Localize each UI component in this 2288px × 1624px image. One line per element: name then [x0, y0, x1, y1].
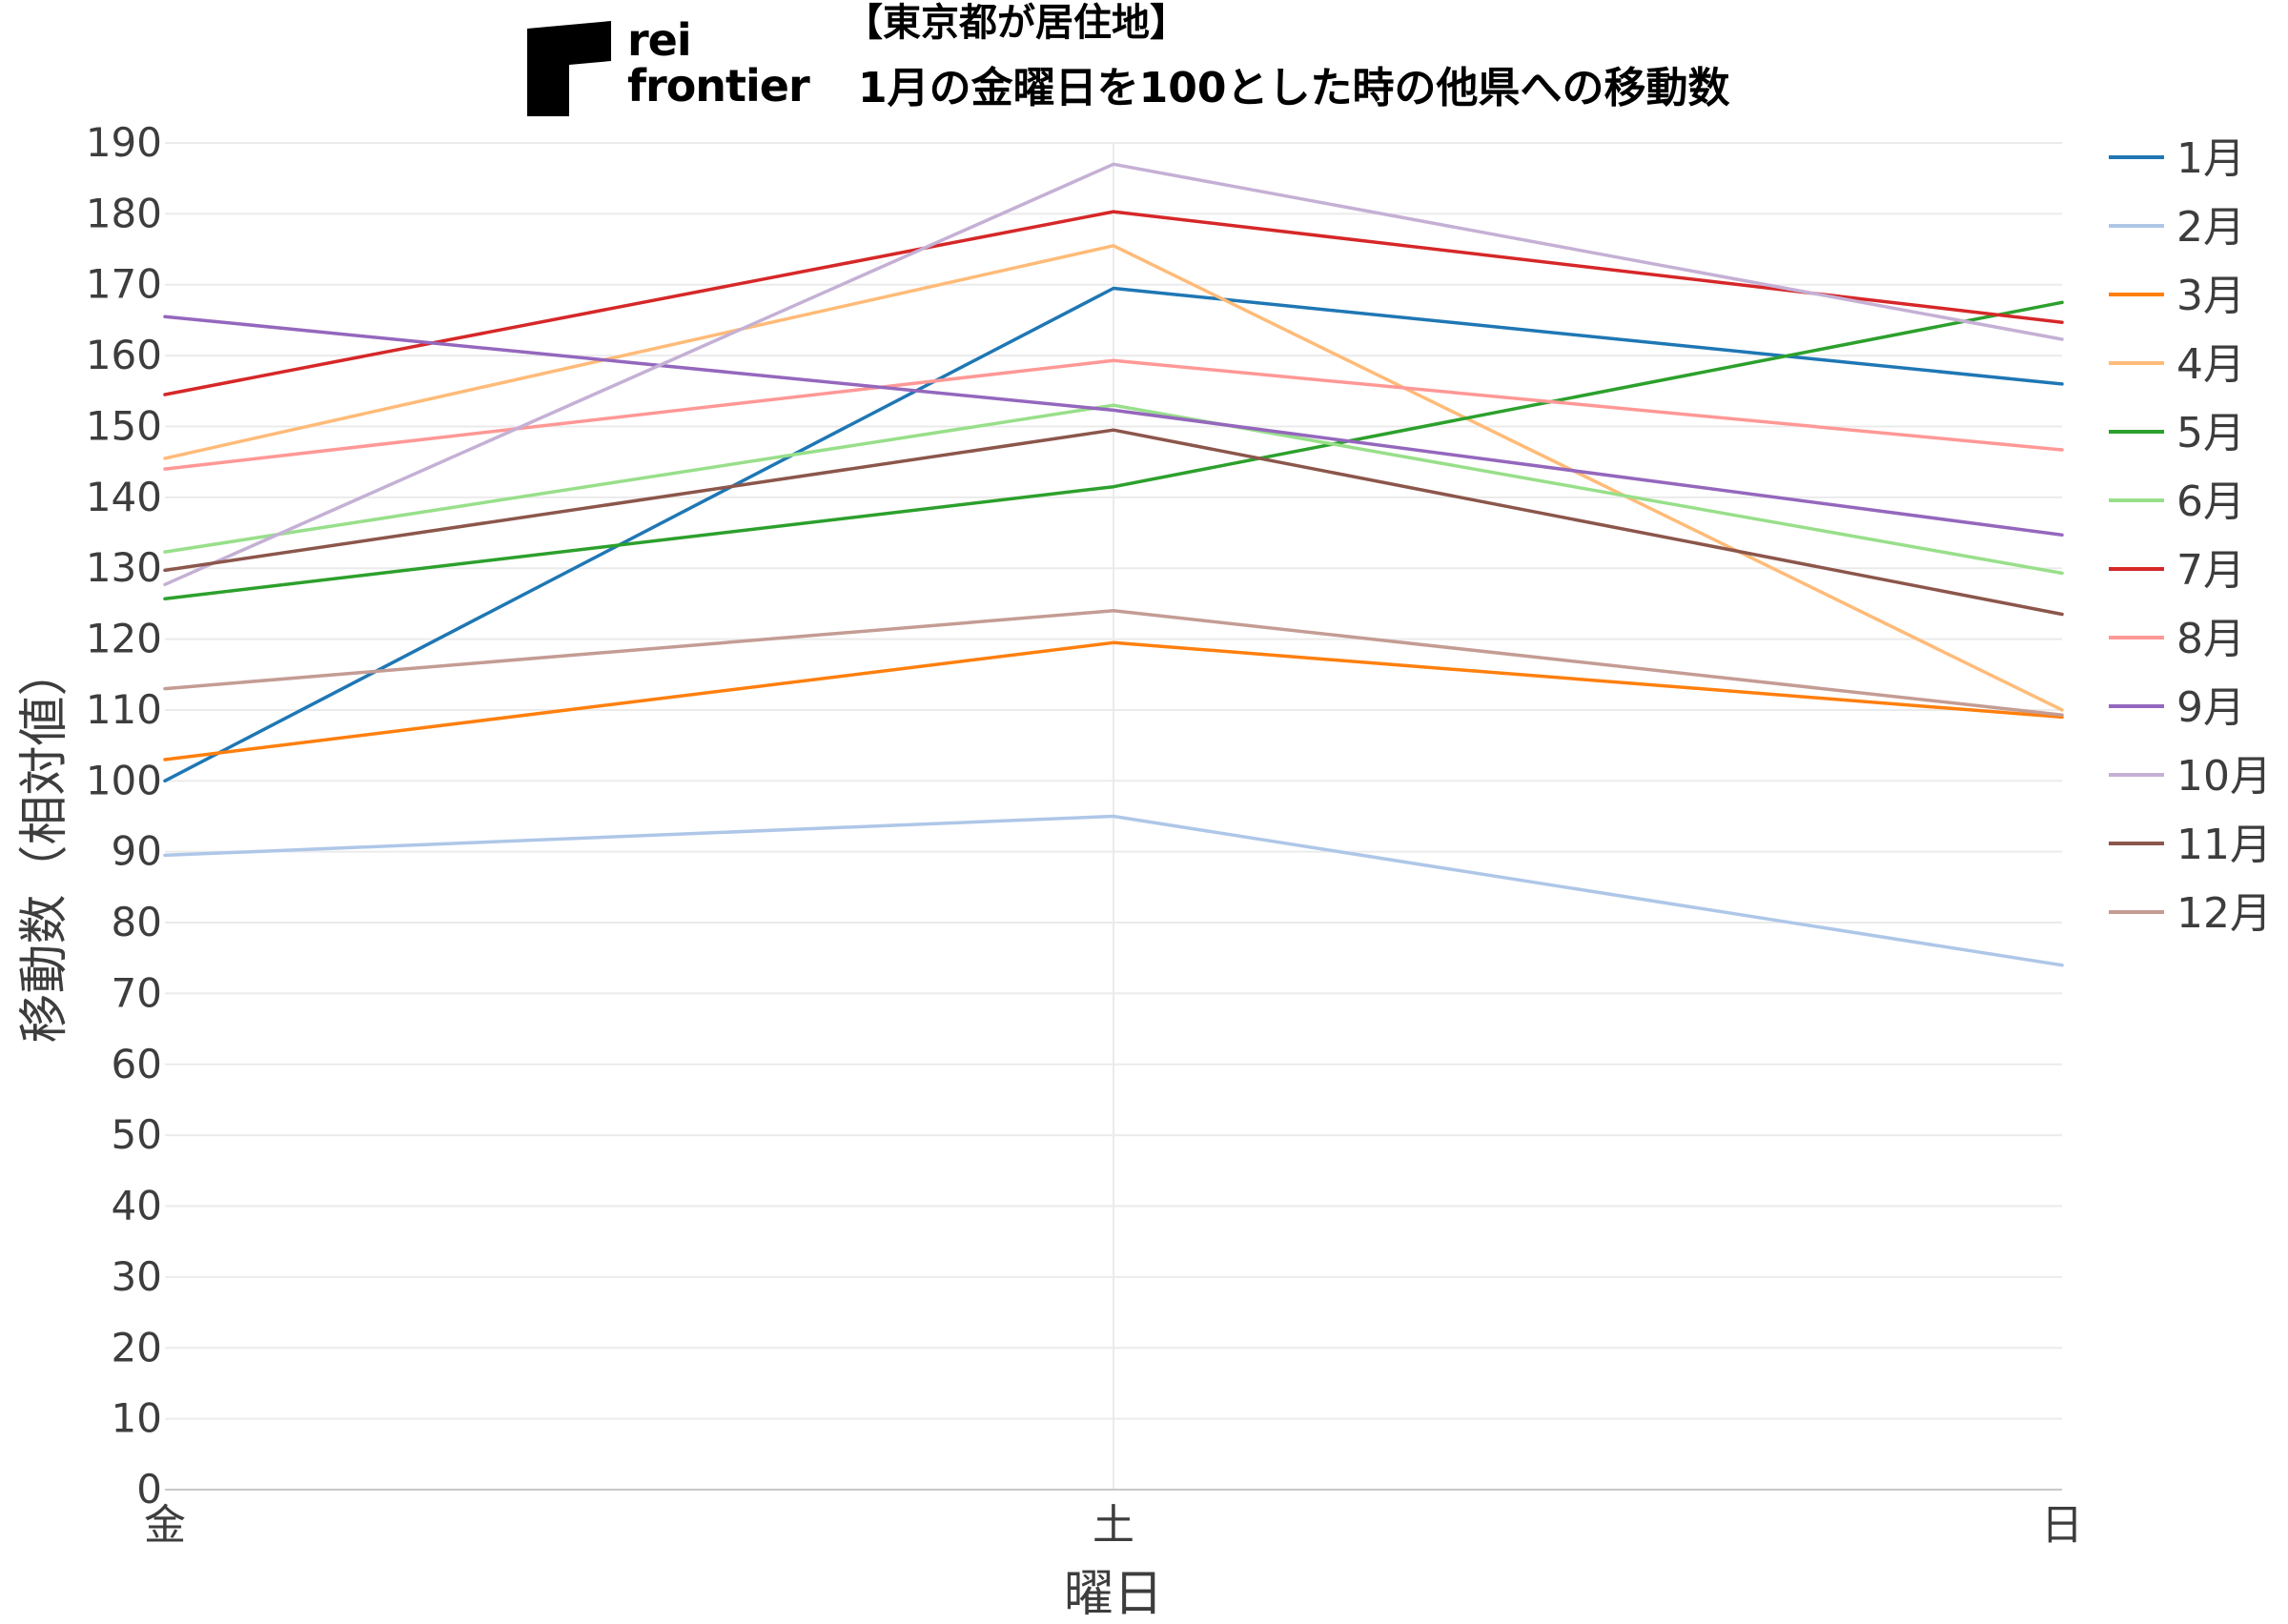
y-tick-label: 40 — [112, 1183, 162, 1229]
series-line — [163, 358, 2064, 471]
series-line — [163, 244, 2064, 712]
y-tick-label: 120 — [86, 616, 162, 662]
legend-label: 11月 — [2176, 821, 2272, 869]
series-line — [163, 403, 2064, 576]
y-axis-title: 移動数（相対値） — [16, 646, 73, 1043]
legend-label: 1月 — [2176, 134, 2245, 183]
y-tick-label: 130 — [86, 544, 162, 591]
y-tick-label: 60 — [112, 1041, 162, 1087]
series-line — [163, 609, 2064, 717]
series-line — [163, 428, 2064, 617]
y-tick-label: 140 — [86, 474, 162, 520]
y-tick-label: 110 — [86, 686, 162, 733]
y-tick-label: 170 — [86, 261, 162, 308]
legend-label: 5月 — [2176, 409, 2245, 457]
legend-label: 2月 — [2176, 203, 2245, 252]
series-line — [163, 640, 2064, 761]
chart-title-line1: 【東京都が居住地】 — [845, 1, 1188, 45]
series-line — [163, 814, 2064, 967]
y-tick-label: 20 — [112, 1324, 162, 1370]
series-lines — [163, 162, 2064, 967]
y-tick-label: 150 — [86, 402, 162, 449]
legend-label: 3月 — [2176, 272, 2245, 320]
grid-lines — [165, 142, 2062, 1490]
axes: 0 10 20 30 40 50 60 70 80 90 100 110 120 130 140 150 160… — [16, 119, 2083, 1623]
y-tick-label: 80 — [112, 899, 162, 945]
legend-label: 8月 — [2176, 615, 2245, 663]
logo-wordmark: rei frontier — [627, 14, 810, 112]
legend: 1月 2月 3月 4月 5月 6月 7月 8月 9月 10月 11月 12月 — [2109, 134, 2272, 938]
legend-label: 4月 — [2176, 340, 2245, 389]
chart-title-line2: 1月の金曜日を100とした時の他県への移動数 — [858, 64, 1730, 112]
series-line — [163, 210, 2064, 396]
series-line — [163, 162, 2064, 587]
series-line — [163, 286, 2064, 783]
x-tick-label: 土 — [1093, 1501, 1134, 1550]
brand-logo: rei frontier — [527, 17, 823, 116]
series-line — [163, 315, 2064, 538]
y-tick-label: 180 — [86, 190, 162, 236]
y-tick-label: 0 — [136, 1466, 162, 1512]
x-tick-label: 金 — [144, 1501, 186, 1550]
x-axis-title: 曜日 — [1064, 1566, 1163, 1620]
y-tick-label: 70 — [112, 969, 162, 1016]
logo-line2: frontier — [627, 60, 810, 112]
logo-mark-icon — [527, 21, 611, 116]
legend-label: 12月 — [2176, 889, 2272, 938]
x-tick-label: 日 — [2041, 1501, 2083, 1550]
y-tick-label: 100 — [86, 757, 162, 803]
legend-label: 10月 — [2176, 752, 2272, 801]
legend-label: 7月 — [2176, 546, 2245, 595]
logo-line1: rei — [627, 14, 692, 66]
y-tick-label: 30 — [112, 1253, 162, 1300]
y-tick-label: 10 — [112, 1395, 162, 1442]
y-tick-label: 190 — [86, 119, 162, 166]
series-line — [163, 300, 2064, 600]
y-tick-label: 50 — [112, 1111, 162, 1158]
legend-label: 6月 — [2176, 477, 2245, 526]
y-tick-label: 90 — [112, 828, 162, 875]
y-tick-label: 160 — [86, 332, 162, 378]
chart-title: 【東京都が居住地】 1月の金曜日を100とした時の他県への移動数 — [845, 0, 1907, 114]
legend-label: 9月 — [2176, 683, 2245, 732]
